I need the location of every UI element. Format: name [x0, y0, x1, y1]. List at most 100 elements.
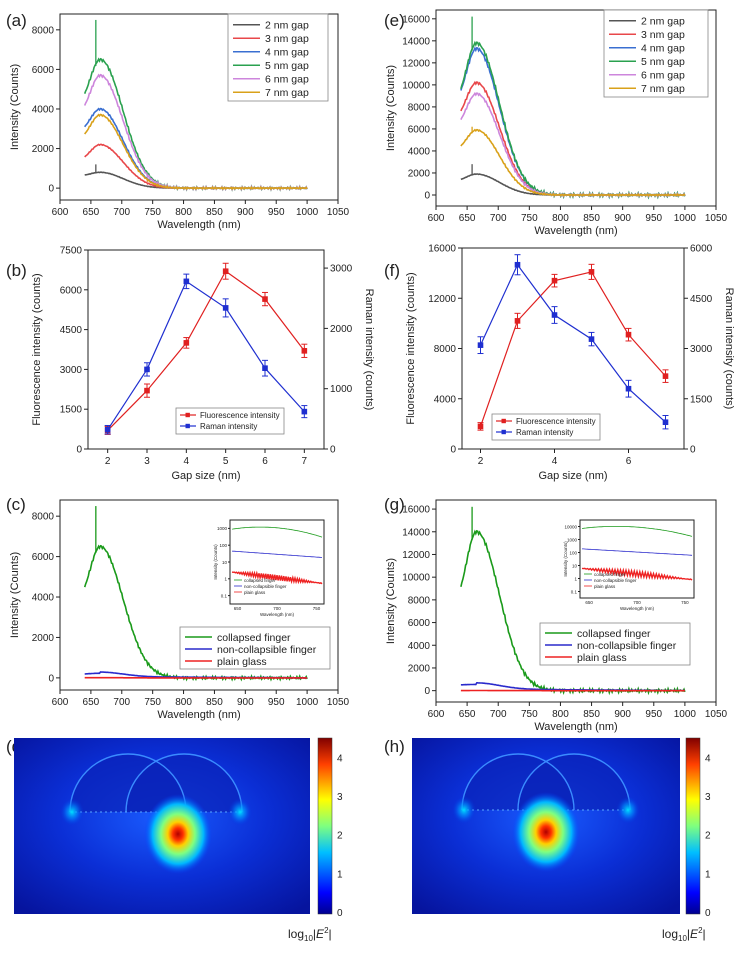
inset-y-tick-label: 100 — [219, 543, 227, 548]
y-tick-label: 7500 — [60, 246, 83, 257]
data-point-fluor — [478, 424, 484, 430]
x-tick-label: 950 — [268, 697, 285, 708]
x-tick-label: 950 — [645, 213, 662, 224]
inset-x-tick-label: 750 — [681, 600, 689, 605]
legend-label: Fluorescence intensity — [516, 417, 596, 426]
x-tick-label: 7 — [302, 456, 308, 467]
colorbar-tick-label: 1 — [337, 869, 343, 880]
data-point-raman — [144, 367, 150, 373]
y-tick-label: 2000 — [408, 168, 431, 179]
inset-y-label: Intensity (Counts) — [563, 541, 568, 577]
x-tick-label: 4 — [184, 456, 190, 467]
y2-tick-label: 2000 — [330, 324, 353, 335]
x-axis-label: Wavelength (nm) — [157, 219, 240, 231]
legend-label: 2 nm gap — [265, 20, 309, 32]
inset-y-tick-label: 0.1 — [221, 593, 228, 598]
inset-x-tick-label: 650 — [585, 600, 593, 605]
inset-y-label: Intensity (Counts) — [213, 544, 218, 580]
x-tick-label: 900 — [237, 697, 254, 708]
inset-series-noncollapsible — [582, 549, 692, 555]
legend-label: Fluorescence intensity — [200, 411, 280, 420]
y-tick-label: 2000 — [408, 663, 431, 674]
data-point-fluor — [589, 269, 595, 275]
legend-marker-raman — [186, 424, 190, 428]
x-tick-label: 650 — [83, 207, 100, 218]
inset-y-tick-label: 10000 — [564, 524, 577, 529]
inset-legend-label: non-collapsible finger — [244, 584, 287, 589]
y-tick-label: 6000 — [60, 285, 83, 296]
y-tick-label: 0 — [424, 190, 430, 201]
y-axis-label: Intensity (Counts) — [385, 558, 397, 644]
legend-label: non-collapsible finger — [217, 644, 317, 656]
x-tick-label: 1050 — [327, 697, 350, 708]
y2-tick-label: 3000 — [330, 264, 353, 275]
y-tick-label: 0 — [424, 686, 430, 697]
y-tick-label: 2000 — [32, 633, 55, 644]
data-point-raman — [262, 365, 268, 371]
colorbar-tick-label: 2 — [337, 831, 343, 842]
x-tick-label: 900 — [614, 709, 631, 720]
y2-tick-label: 6000 — [690, 244, 713, 255]
inset-y-tick-label: 1000 — [567, 537, 578, 542]
x-axis-label: Gap size (nm) — [171, 470, 240, 482]
data-point-fluor — [262, 296, 268, 302]
panel-label-a: (a) — [6, 11, 27, 30]
y-tick-label: 0 — [76, 445, 82, 456]
x-tick-label: 600 — [428, 213, 445, 224]
colorbar-tick-label: 3 — [337, 792, 343, 803]
y-tick-label: 12000 — [402, 550, 430, 561]
series-line-noncollapsible — [461, 683, 685, 691]
inset-x-label: Wavelength (nm) — [620, 606, 655, 611]
inset-series-collapsed — [232, 527, 322, 537]
x-tick-label: 850 — [583, 213, 600, 224]
x-tick-label: 1000 — [674, 213, 697, 224]
x-tick-label: 650 — [459, 213, 476, 224]
y-axis-label: Intensity (Counts) — [9, 552, 21, 638]
y2-tick-label: 0 — [330, 445, 336, 456]
y-tick-label: 12000 — [402, 58, 430, 69]
data-point-fluor — [302, 348, 308, 354]
legend-label: 3 nm gap — [641, 29, 685, 41]
x-tick-label: 750 — [521, 709, 538, 720]
x-tick-label: 950 — [268, 207, 285, 218]
data-point-raman — [478, 342, 484, 348]
x-tick-label: 1050 — [705, 213, 728, 224]
x-tick-label: 800 — [552, 213, 569, 224]
y-tick-label: 16000 — [402, 505, 430, 516]
data-point-raman — [589, 336, 595, 342]
series-line-fluor — [481, 272, 666, 427]
x-tick-label: 800 — [552, 709, 569, 720]
legend-label: plain glass — [577, 652, 627, 664]
x-tick-label: 900 — [614, 213, 631, 224]
data-point-fluor — [515, 318, 521, 324]
series-line-raman — [108, 281, 305, 429]
y-tick-label: 0 — [48, 673, 54, 684]
colorbar-tick-label: 3 — [705, 792, 711, 803]
x-axis-label: Wavelength (nm) — [534, 721, 617, 733]
colorbar-tick-label: 0 — [337, 908, 343, 919]
panel-label-h: (h) — [384, 737, 405, 756]
data-point-raman — [223, 305, 229, 311]
data-point-fluor — [626, 332, 632, 338]
y-tick-label: 6000 — [408, 124, 431, 135]
y-tick-label: 16000 — [402, 14, 430, 25]
data-point-raman — [184, 279, 190, 285]
legend-marker-fluor — [186, 413, 190, 417]
inset-legend-label: non-collapsible finger — [594, 578, 637, 583]
y-tick-label: 0 — [450, 445, 456, 456]
legend-marker-raman — [502, 430, 506, 434]
x-tick-label: 750 — [521, 213, 538, 224]
legend-label: 3 nm gap — [265, 33, 309, 45]
colorbar-tick-label: 0 — [705, 908, 711, 919]
y2-tick-label: 3000 — [690, 344, 713, 355]
y-tick-label: 14000 — [402, 36, 430, 47]
panel-label-b: (b) — [6, 261, 27, 280]
data-point-raman — [663, 419, 669, 425]
data-point-raman — [105, 427, 111, 433]
data-point-fluor — [223, 268, 229, 274]
y-tick-label: 8000 — [434, 344, 457, 355]
